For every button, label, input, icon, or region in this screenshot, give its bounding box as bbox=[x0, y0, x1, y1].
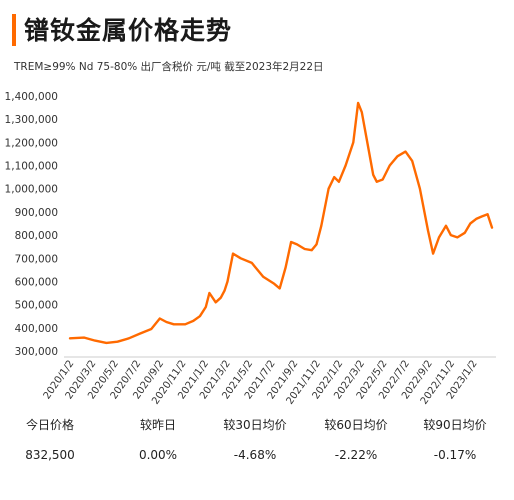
price-line-chart: 300,000 400,000 500,000 600,000 700,000 800,0… bbox=[5, 91, 496, 407]
stat-value-vs-90d: -0.17% bbox=[433, 448, 477, 462]
stat-label-vs-90d: 较90日均价 bbox=[423, 418, 487, 432]
y-tick-label: 700,000 bbox=[15, 253, 58, 265]
stat-value-vs-yesterday: 0.00% bbox=[138, 448, 178, 462]
stat-value-vs-60d: -2.22% bbox=[334, 448, 378, 462]
price-series-line bbox=[68, 101, 494, 345]
stat-value-today: 832,500 bbox=[25, 448, 75, 462]
title-accent-bar bbox=[12, 14, 16, 46]
page-subtitle: TREM≥99% Nd 75-80% 出厂含税价 元/吨 截至2023年2月22… bbox=[14, 61, 324, 73]
y-tick-label: 500,000 bbox=[15, 300, 58, 312]
y-tick-label: 1,100,000 bbox=[5, 161, 58, 173]
y-tick-label: 1,200,000 bbox=[5, 137, 58, 149]
stat-label-vs-30d: 较30日均价 bbox=[223, 418, 287, 432]
page-title: 镨钕金属价格走势 bbox=[24, 16, 233, 45]
stat-label-today: 今日价格 bbox=[25, 418, 75, 432]
stat-label-vs-60d: 较60日均价 bbox=[324, 418, 388, 432]
stat-value-vs-30d: -4.68% bbox=[233, 448, 277, 462]
y-tick-label: 800,000 bbox=[15, 230, 58, 242]
y-tick-label: 1,300,000 bbox=[5, 114, 58, 126]
y-tick-label: 600,000 bbox=[15, 276, 58, 288]
stat-label-vs-yesterday: 较昨日 bbox=[139, 418, 177, 432]
stats-table: 今日价格 较昨日 较30日均价 较60日均价 较90日均价 832,500 0.… bbox=[0, 412, 514, 472]
y-tick-label: 300,000 bbox=[15, 346, 58, 358]
y-tick-label: 900,000 bbox=[15, 207, 58, 219]
y-tick-label: 1,000,000 bbox=[5, 184, 58, 196]
y-tick-label: 400,000 bbox=[15, 323, 58, 335]
y-tick-label: 1,400,000 bbox=[5, 91, 58, 103]
